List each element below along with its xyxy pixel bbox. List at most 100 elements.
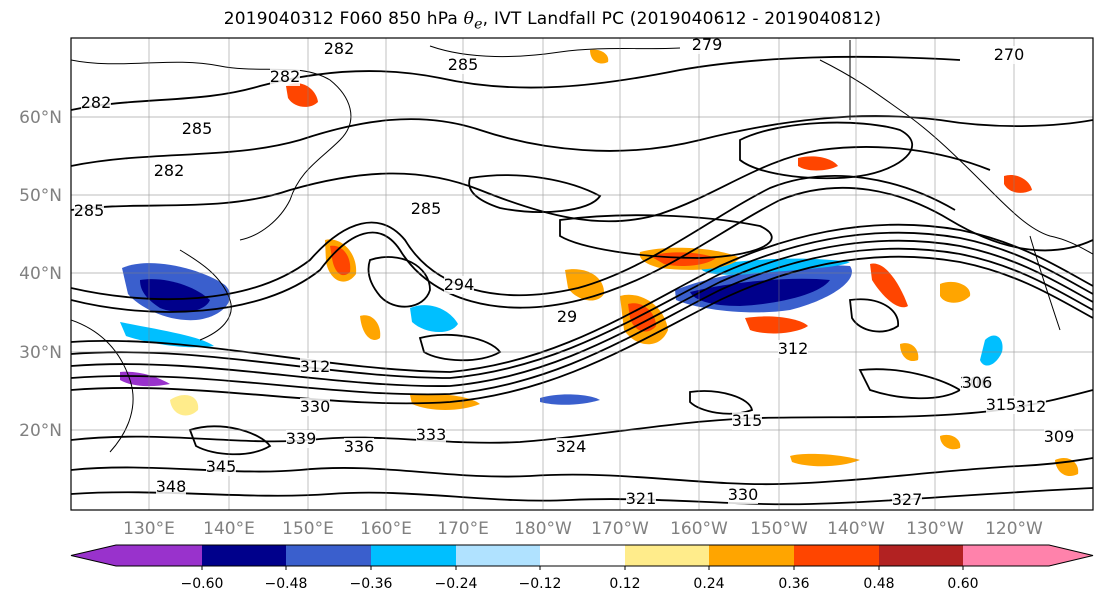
colorbar-tick-label: −0.24 [435,576,478,592]
colorbar-segment [71,545,202,566]
contour-label: 285 [411,199,442,218]
contour-label: 285 [74,201,105,220]
contour-label-bg [778,340,808,358]
contour-label: 312 [300,357,331,376]
positive-anomaly-15 [940,434,961,450]
positive-anomaly-2 [565,269,605,301]
positive-anomaly-11 [590,49,609,64]
map-title: 2019040312 F060 850 hPa θe, IVT Landfall… [223,9,882,33]
contour-label-bg [728,486,758,504]
contour-label-bg [300,358,330,376]
contour-label: 324 [556,437,587,456]
contour-label: 315 [732,411,763,430]
positive-anomaly-8 [286,83,318,107]
contour-label: 282 [270,67,301,86]
positive-anomaly-4 [745,316,808,334]
colorbar-segment [794,545,879,566]
contour-label: 345 [206,457,237,476]
colorbar-segment [371,545,456,566]
lat-tick-label: 30°N [19,343,62,363]
contour-label: 279 [692,35,723,54]
lon-tick-label: 130°E [123,519,175,539]
positive-anomaly-17 [360,315,381,340]
colorbar-tick-label: −0.48 [265,576,308,592]
positive-core-1 [650,252,716,266]
contour-label: 348 [156,477,187,496]
contour-label-bg [81,94,111,112]
lat-tick-label: 40°N [19,264,62,284]
contour-label-bg [556,438,586,456]
contour-label-bg [156,478,186,496]
contour-label: 312 [1016,397,1047,416]
contour-label: 294 [444,275,475,294]
colorbar-segment [963,545,1093,566]
colorbar-tick-label: −0.36 [350,576,393,592]
contour-label: 315 [986,395,1017,414]
lat-tick-label: 50°N [19,186,62,206]
colorbar-tick-label: 0.24 [693,576,724,592]
contour-label: 321 [626,489,657,508]
contour-label: 270 [994,45,1025,64]
colorbar-segment [286,545,371,566]
contour-label: 306 [962,373,993,392]
contour-labels: 282 282 282 279 270 285 285 285 282 285 294 29 306 31… [74,35,1075,509]
contour-label: 282 [81,93,112,112]
lon-tick-label: 180°W [514,519,572,539]
lat-tick-label: 20°N [19,421,62,441]
contour-label-bg [270,68,300,86]
colorbar-outline [70,544,1094,567]
positive-anomaly-5 [870,263,908,308]
pc-shading [120,49,1079,477]
negative-south [540,394,600,405]
contour-label: 339 [286,429,317,448]
colorbar: −0.60 −0.48 −0.36 −0.24 −0.12 0.12 0.24 0.36 0.4… [70,544,1094,592]
contour-label-bg [892,491,922,509]
colorbar-segment [625,545,709,566]
colorbar-tick-label: 0.36 [778,576,809,592]
contour-label-bg [154,162,184,180]
colorbar-segment [709,545,794,566]
negative-core-central [690,278,830,306]
contour-label-bg [552,308,582,326]
negative-edge-japan [120,322,214,348]
contour-label-bg [324,40,354,58]
contour-label-bg [411,200,441,218]
lat-tick-label: 60°N [19,108,62,128]
coastlines [71,40,1093,453]
colorbar-segment [879,545,963,566]
contour-label: 330 [300,397,331,416]
theta-e-contours [71,55,1093,506]
negative-east [980,335,1003,366]
contour-label: 312 [778,339,809,358]
contour-label-bg [300,398,330,416]
contour-label: 309 [1044,427,1075,446]
lon-tick-label: 170°E [437,519,489,539]
negative-edge-central [700,258,850,275]
contour-label: 327 [892,490,923,509]
contour-label-bg [994,46,1024,64]
colorbar-tick-label: −0.60 [181,576,224,592]
positive-anomaly-6 [940,281,971,303]
lon-tick-label: 130°W [906,519,964,539]
contour-label-bg [182,120,212,138]
contour-label-bg [986,396,1016,414]
lon-tick-label: 140°W [827,519,885,539]
contour-label-bg [444,276,474,294]
contour-label: 336 [344,437,375,456]
contour-label-bg [962,374,992,392]
contour-label-bg [286,430,316,448]
lon-tick-label: 150°E [282,519,334,539]
colorbar-segment [540,545,625,566]
negative-midwest [410,305,458,333]
contour-label-bg [416,426,446,444]
contour-label: 333 [416,425,447,444]
contour-label: 285 [182,119,213,138]
contour-label-bg [1016,398,1046,416]
positive-anomaly-9 [798,156,838,171]
lon-tick-label: 160°W [670,519,728,539]
lon-tick-label: 170°W [591,519,649,539]
contour-label-bg [206,458,236,476]
colorbar-segment [456,545,540,566]
map-panel: 282 282 282 279 270 285 285 285 282 285 294 29 306 31… [71,35,1093,510]
